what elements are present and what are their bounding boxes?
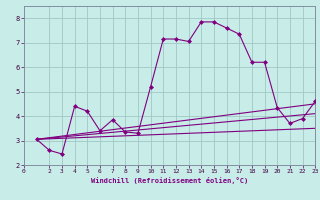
X-axis label: Windchill (Refroidissement éolien,°C): Windchill (Refroidissement éolien,°C): [91, 177, 248, 184]
